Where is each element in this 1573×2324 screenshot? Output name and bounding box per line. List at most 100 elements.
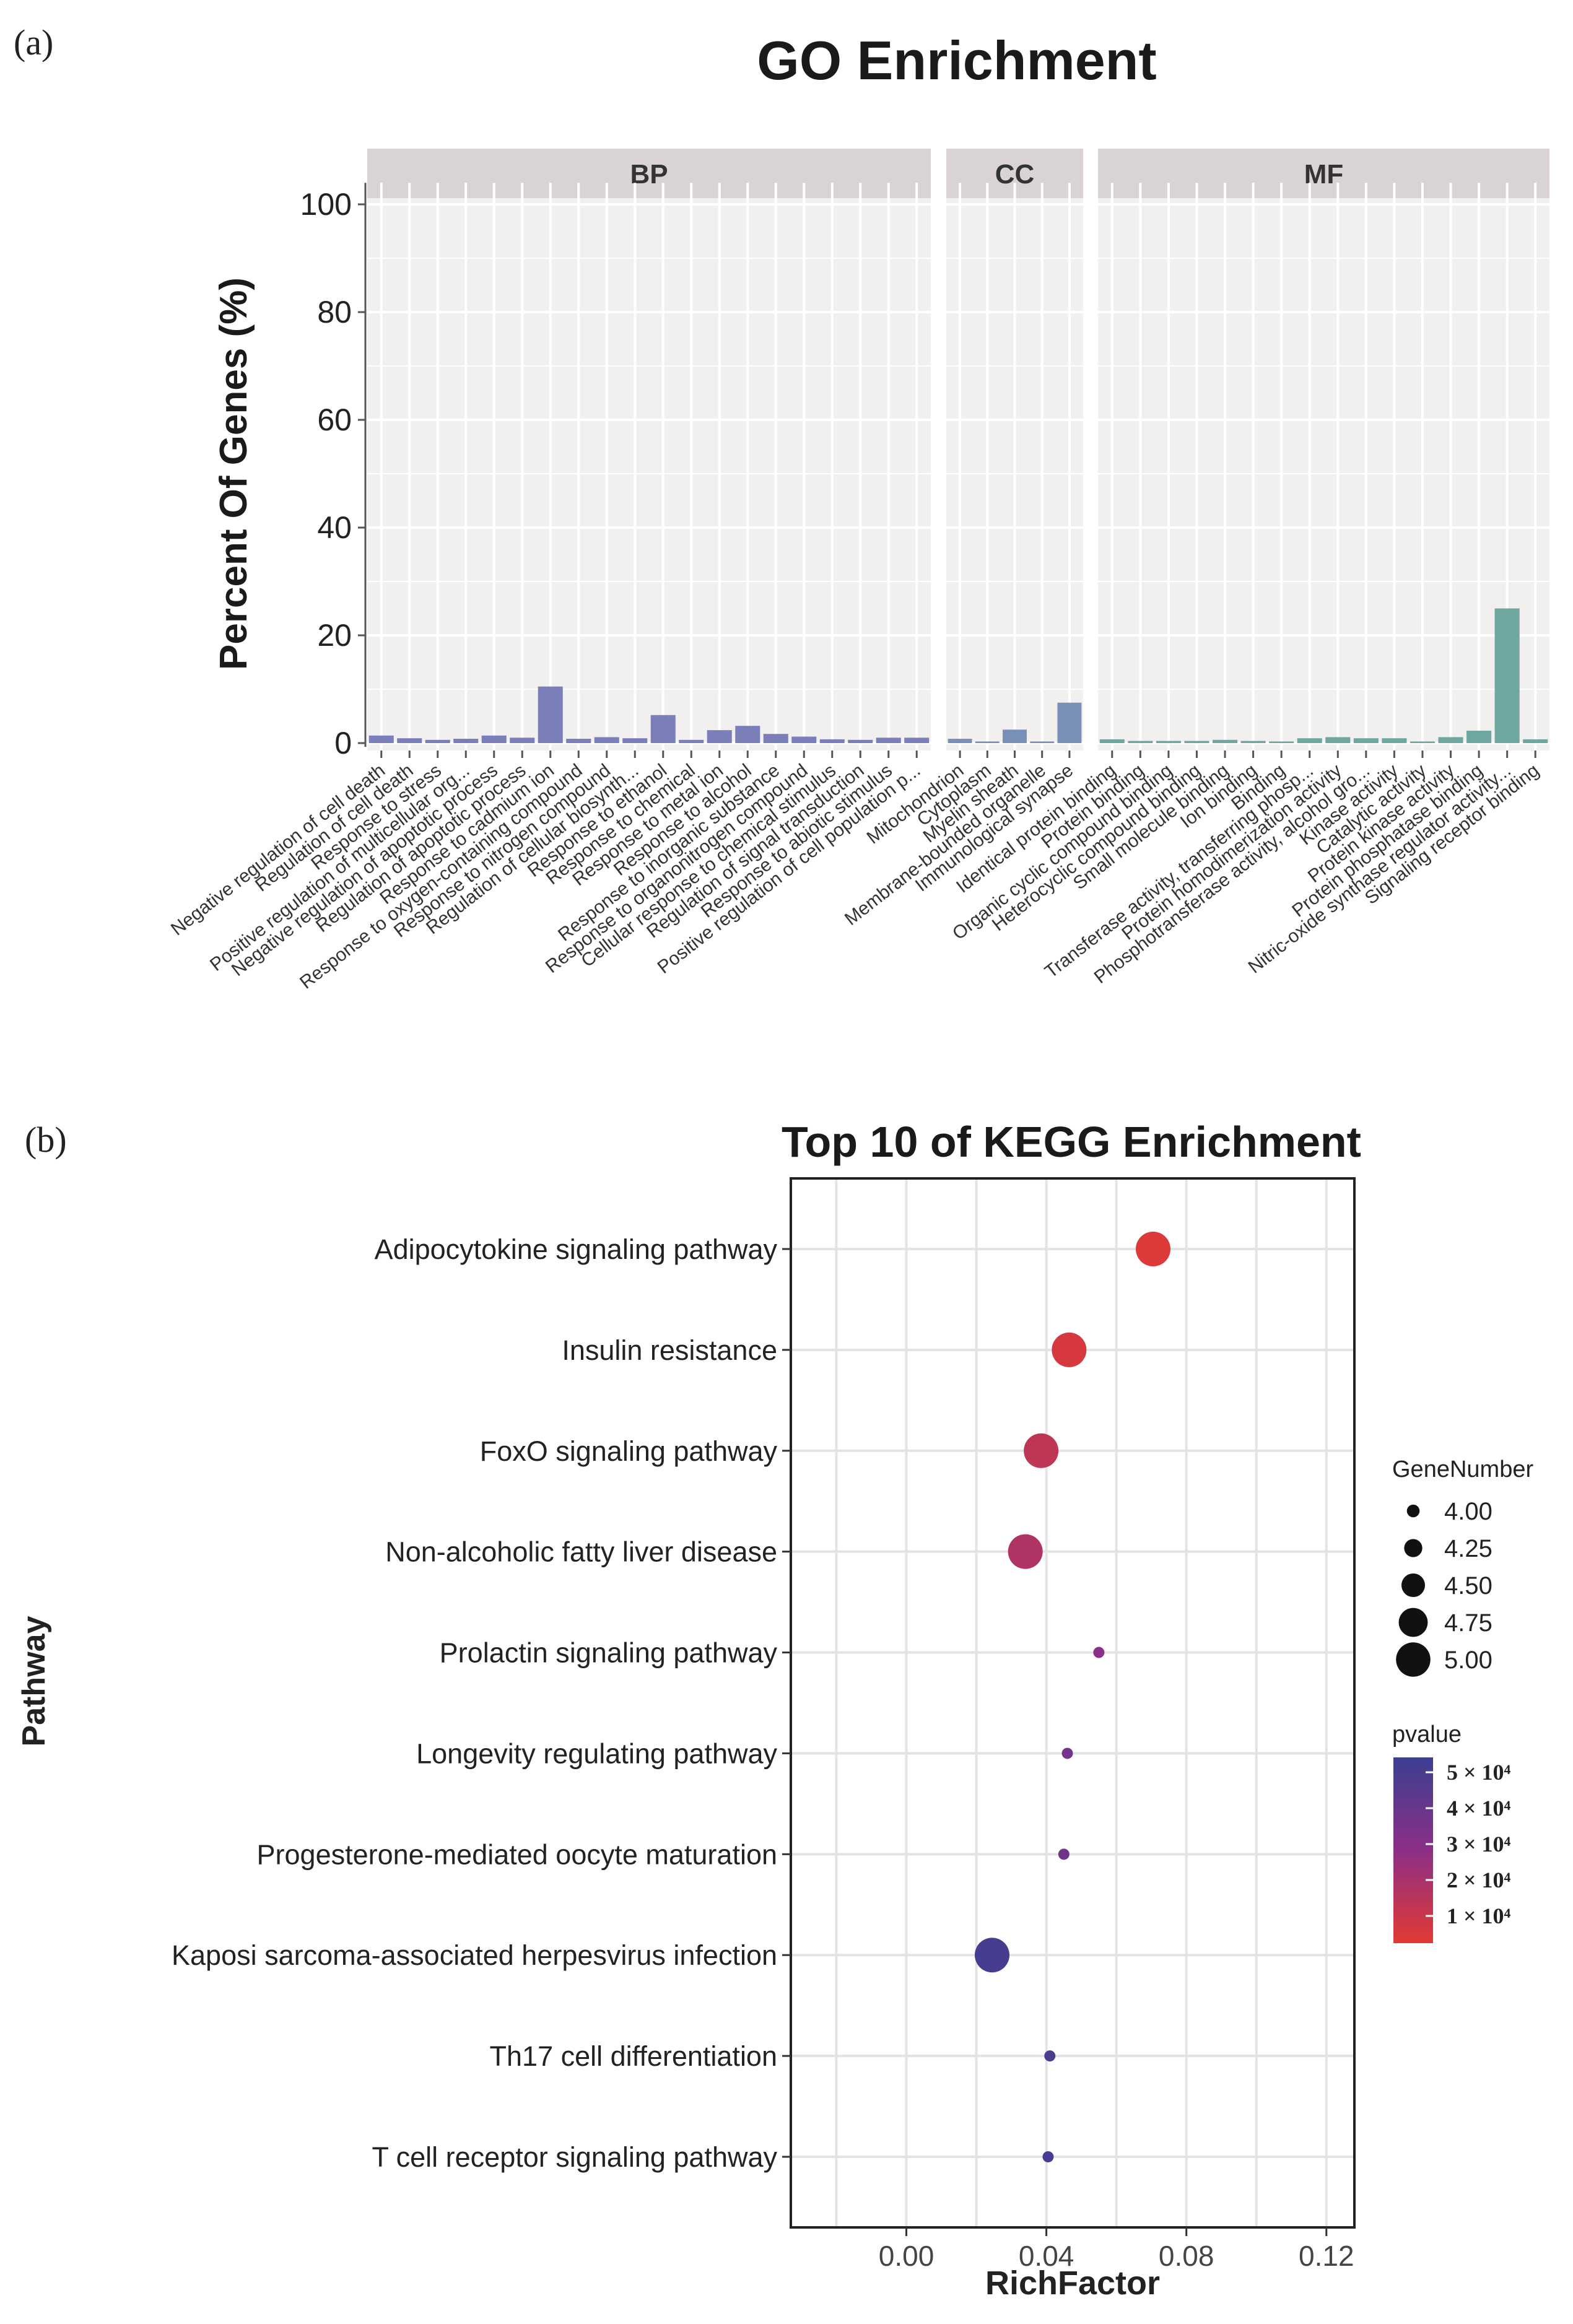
pvalue-legend-title: pvalue: [1392, 1721, 1462, 1747]
kegg-chart-title: Top 10 of KEGG Enrichment: [782, 1118, 1361, 1166]
go-facet-panel: [1098, 183, 1549, 751]
go-bar: [876, 738, 901, 743]
kegg-point: [1024, 1433, 1059, 1468]
kegg-point: [1052, 1332, 1087, 1367]
go-y-axis: 0 20 40 60 80 100: [300, 183, 367, 760]
genenumber-legend-dot: [1398, 1608, 1428, 1637]
pvalue-legend-label: 2 × 10⁴: [1447, 1868, 1511, 1892]
kegg-x-tick-label: 0.04: [1019, 2240, 1074, 2272]
kegg-point: [1136, 1232, 1170, 1267]
pvalue-legend-label: 5 × 10⁴: [1447, 1760, 1511, 1785]
genenumber-legend-label: 4.50: [1444, 1572, 1492, 1599]
go-bar: [1353, 738, 1379, 743]
panel-a-label: (a): [14, 22, 53, 63]
go-bar: [1128, 741, 1153, 743]
go-bar: [904, 738, 930, 743]
go-bar: [1438, 737, 1463, 743]
kegg-point: [1061, 1747, 1073, 1759]
pvalue-colorbar: [1393, 1757, 1433, 1943]
genenumber-legend-dot: [1396, 1642, 1431, 1677]
genenumber-legend-dot: [1404, 1539, 1423, 1557]
kegg-pathway-label: Insulin resistance: [562, 1334, 777, 1366]
genenumber-legend-label: 4.00: [1444, 1498, 1492, 1525]
go-bar: [819, 739, 845, 743]
go-bar: [1466, 730, 1492, 743]
kegg-x-tick-label: 0.08: [1159, 2240, 1214, 2272]
go-y-axis-label: Percent Of Genes (%): [212, 277, 255, 670]
kegg-pathway-label: T cell receptor signaling pathway: [372, 2141, 777, 2173]
go-bar: [1494, 608, 1520, 743]
go-chart-title: GO Enrichment: [757, 30, 1156, 91]
go-bar: [1382, 738, 1407, 743]
go-bar: [848, 739, 873, 743]
go-bar: [707, 730, 732, 743]
go-bar: [735, 726, 760, 743]
go-facet-strip: [1098, 149, 1549, 198]
go-bar: [1240, 741, 1266, 743]
kegg-point: [1008, 1534, 1043, 1569]
kegg-x-tick-label: 0.12: [1299, 2240, 1354, 2272]
go-bar: [1410, 741, 1436, 743]
go-bar: [1099, 739, 1125, 743]
go-bar: [1269, 741, 1294, 743]
kegg-point: [1093, 1647, 1105, 1658]
go-y-tick-label: 0: [334, 726, 352, 760]
kegg-point: [975, 1938, 1009, 1973]
go-bar: [763, 734, 788, 743]
go-bar: [1325, 737, 1351, 743]
go-bar: [1030, 741, 1055, 743]
go-facet-strip: [367, 149, 931, 198]
genenumber-legend-label: 5.00: [1444, 1647, 1492, 1674]
kegg-pathway-label: FoxO signaling pathway: [480, 1435, 778, 1467]
go-bar: [397, 738, 422, 743]
genenumber-legend-dot: [1401, 1573, 1426, 1598]
go-bar: [1156, 741, 1181, 743]
go-bar: [538, 686, 563, 743]
genenumber-legend: GeneNumber 4.00 4.25 4.50 4.75 5.00: [1392, 1456, 1533, 1677]
kegg-x-axis-label: RichFactor: [985, 2265, 1160, 2302]
go-bar: [481, 735, 507, 743]
go-bar: [1184, 741, 1209, 743]
go-bar: [368, 735, 394, 743]
kegg-pathway-label: Progesterone-mediated oocyte maturation: [257, 1839, 777, 1870]
go-bar: [650, 715, 676, 743]
go-bar: [1212, 739, 1238, 743]
go-bar: [622, 738, 648, 743]
panel-b-label: (b): [25, 1120, 67, 1160]
pvalue-legend: pvalue 5 × 10⁴ 4 × 10⁴ 3 × 10⁴ 2 × 10⁴ 1 × 1…: [1392, 1721, 1511, 1943]
kegg-point: [1044, 2050, 1056, 2062]
kegg-point: [1058, 1848, 1070, 1860]
go-bar: [679, 739, 704, 743]
go-y-tick-label: 40: [317, 510, 352, 545]
kegg-pathway-label: Kaposi sarcoma-associated herpesvirus in…: [172, 1939, 777, 1971]
go-bar: [1003, 729, 1027, 743]
go-bar: [975, 741, 1000, 743]
go-bar: [1057, 702, 1082, 743]
pvalue-legend-label: 3 × 10⁴: [1447, 1832, 1511, 1856]
genenumber-legend-label: 4.25: [1444, 1535, 1492, 1562]
go-facet-panel: [367, 183, 931, 751]
genenumber-legend-label: 4.75: [1444, 1609, 1492, 1637]
kegg-pathway-label: Longevity regulating pathway: [416, 1738, 777, 1769]
go-y-tick-label: 60: [317, 403, 352, 437]
kegg-pathway-label: Th17 cell differentiation: [490, 2040, 777, 2072]
go-bar: [1297, 738, 1322, 743]
kegg-enrichment-chart: Top 10 of KEGG Enrichment Adipocytokine …: [16, 1118, 1533, 2302]
go-bar: [791, 736, 817, 743]
go-y-tick-label: 20: [317, 618, 352, 653]
kegg-pathway-label: Prolactin signaling pathway: [440, 1637, 778, 1669]
kegg-grid: [792, 1180, 1353, 2226]
kegg-pathway-label: Adipocytokine signaling pathway: [375, 1234, 778, 1265]
kegg-y-axis-label: Pathway: [16, 1616, 52, 1746]
go-y-tick-label: 100: [300, 187, 352, 222]
genenumber-legend-dot: [1406, 1504, 1420, 1518]
go-enrichment-chart: GO Enrichment Percent Of Genes (%) 0 20 40…: [167, 30, 1549, 993]
pvalue-legend-label: 1 × 10⁴: [1447, 1904, 1511, 1928]
pvalue-legend-label: 4 × 10⁴: [1447, 1796, 1511, 1821]
go-bar: [425, 739, 450, 743]
go-bar: [594, 737, 619, 743]
kegg-x-tick-label: 0.00: [879, 2240, 935, 2272]
